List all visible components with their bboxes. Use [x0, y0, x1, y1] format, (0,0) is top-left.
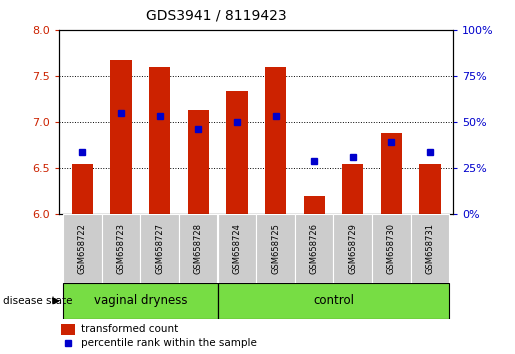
Bar	[342, 164, 364, 214]
Bar	[303, 196, 325, 214]
Text: GSM658729: GSM658729	[348, 223, 357, 274]
Text: vaginal dryness: vaginal dryness	[94, 295, 187, 307]
Bar	[256, 214, 295, 283]
Text: GSM658731: GSM658731	[425, 223, 435, 274]
Bar	[102, 214, 140, 283]
Text: GSM658722: GSM658722	[78, 223, 87, 274]
Bar	[410, 214, 449, 283]
Bar	[334, 214, 372, 283]
Text: GDS3941 / 8119423: GDS3941 / 8119423	[146, 9, 287, 23]
Text: GSM658727: GSM658727	[155, 223, 164, 274]
Text: transformed count: transformed count	[81, 325, 178, 335]
Bar	[295, 214, 334, 283]
Text: percentile rank within the sample: percentile rank within the sample	[81, 338, 257, 348]
Bar	[187, 110, 209, 214]
Bar	[61, 324, 75, 335]
Bar	[265, 67, 286, 214]
Bar	[63, 214, 102, 283]
Text: GSM658723: GSM658723	[116, 223, 126, 274]
Bar	[217, 283, 449, 319]
Bar	[372, 214, 410, 283]
Bar	[179, 214, 217, 283]
Text: disease state: disease state	[3, 296, 72, 306]
Bar	[226, 91, 248, 214]
Bar	[217, 214, 256, 283]
Text: GSM658730: GSM658730	[387, 223, 396, 274]
Text: GSM658724: GSM658724	[232, 223, 242, 274]
Bar	[381, 133, 402, 214]
Text: GSM658725: GSM658725	[271, 223, 280, 274]
Bar	[149, 67, 170, 214]
Text: GSM658728: GSM658728	[194, 223, 203, 274]
Text: control: control	[313, 295, 354, 307]
Bar	[419, 164, 441, 214]
Bar	[72, 164, 93, 214]
Text: GSM658726: GSM658726	[310, 223, 319, 274]
Bar	[63, 283, 217, 319]
Bar	[110, 59, 132, 214]
Bar	[140, 214, 179, 283]
